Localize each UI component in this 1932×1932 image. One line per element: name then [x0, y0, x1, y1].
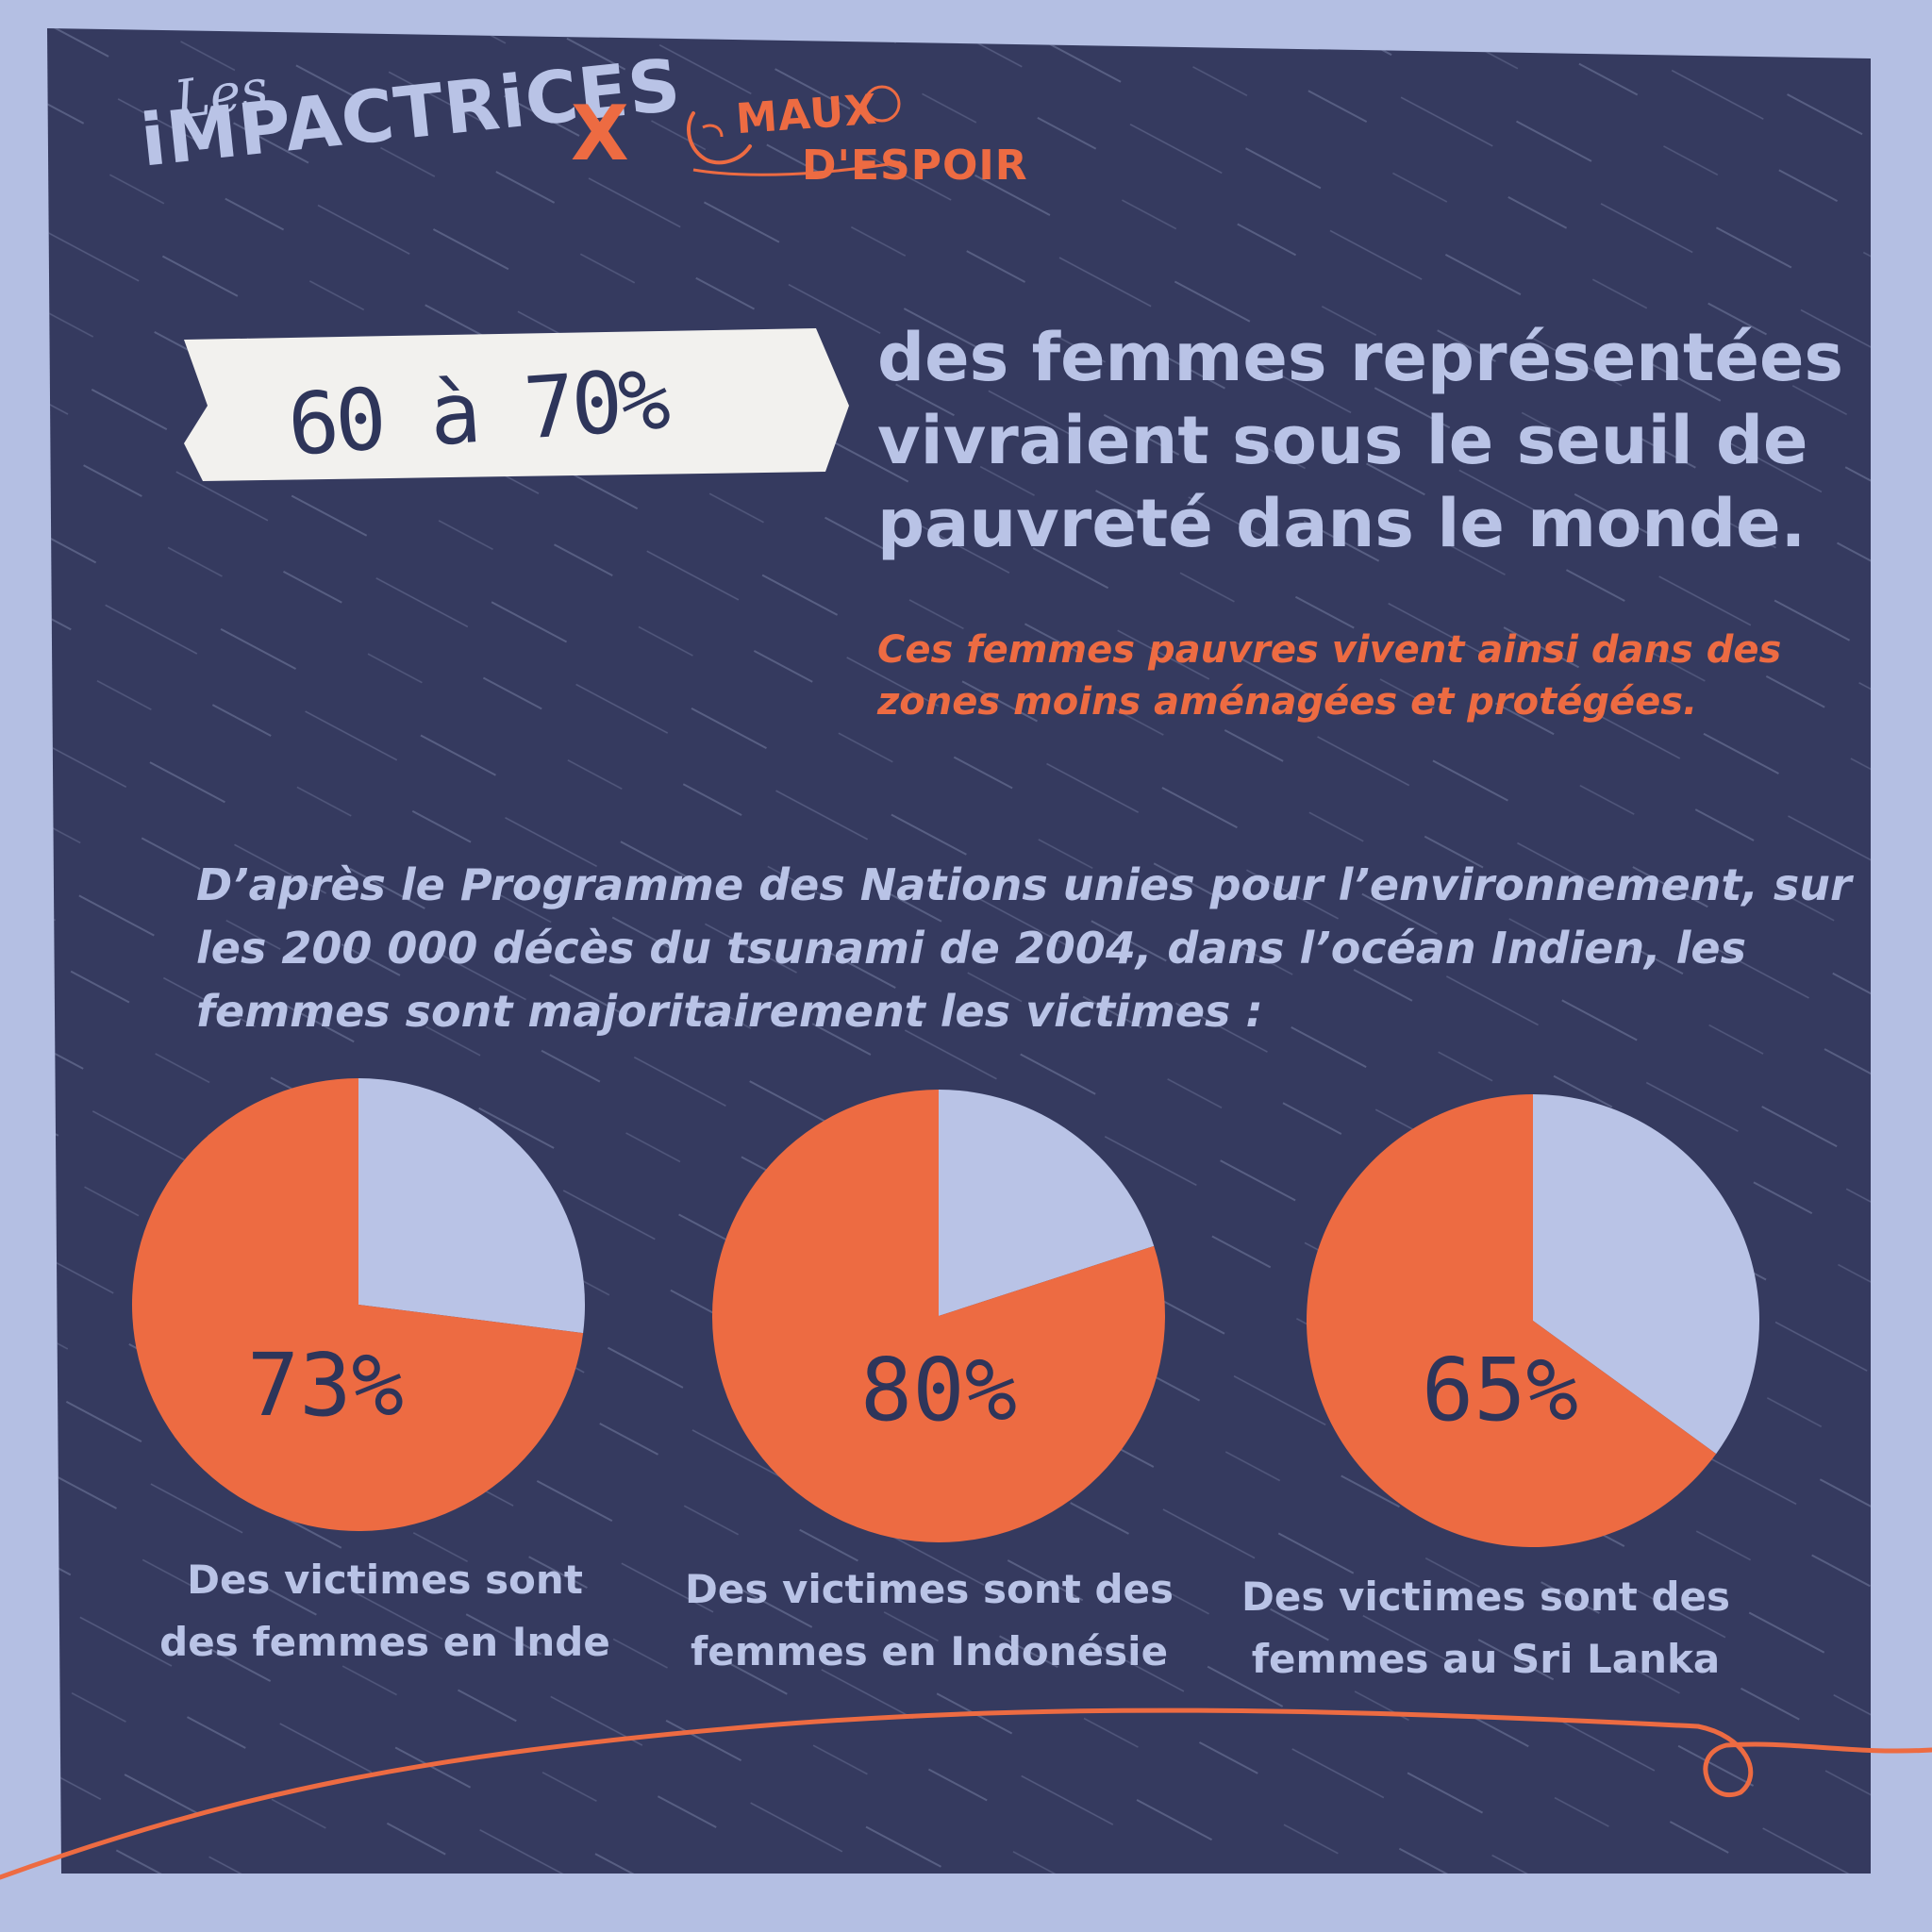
pie-caption-line: femmes en Indonésie	[690, 1628, 1169, 1674]
stat-subline: Ces femmes pauvres vivent ainsi dans des…	[877, 628, 1782, 724]
stat-headline: des femmes représentées vivraient sous l…	[877, 319, 1844, 562]
pie-slice-other	[939, 1090, 1155, 1316]
pie-caption-india: Des victimes sont des femmes en Inde	[140, 1549, 630, 1674]
pie-caption-line: Des victimes sont des	[1241, 1574, 1730, 1620]
pie-caption-sri-lanka: Des victimes sont des femmes au Sri Lank…	[1241, 1566, 1731, 1690]
pie-caption-indonesia: Des victimes sont des femmes en Indonési…	[684, 1558, 1174, 1683]
pie-slice-other	[1533, 1094, 1759, 1455]
intro-paragraph: D’après le Programme des Nations unies p…	[196, 859, 1852, 1037]
main-panel: Les iMPACTRiCES X MAUX D'ESPOIR 60 à 70%…	[42, 0, 1871, 1874]
pie-percentage-label: 65%	[1422, 1340, 1578, 1441]
pie-caption-line: femmes au Sri Lanka	[1251, 1636, 1721, 1682]
pie-percentage-label: 80%	[860, 1340, 1017, 1441]
pie-slice-women	[132, 1078, 584, 1531]
pie-slice-other	[358, 1078, 585, 1334]
pie-chart-indonesia: 80%	[712, 1090, 1165, 1542]
pie-percentage-label: 73%	[247, 1335, 404, 1436]
pie-caption-line: des femmes en Inde	[159, 1619, 610, 1665]
brush-stroke-highlight	[184, 328, 849, 481]
pie-chart-india: 73%	[132, 1078, 585, 1531]
maux-despoir-faces-icon	[687, 85, 902, 176]
logo-x-text: X	[571, 90, 629, 177]
logo-espoir-text: D'ESPOIR	[802, 142, 1028, 190]
pie-slice-women	[1307, 1094, 1717, 1547]
pie-caption-line: Des victimes sont	[187, 1557, 583, 1603]
pie-caption-line: Des victimes sont des	[685, 1566, 1174, 1612]
pie-chart-sri-lanka: 65%	[1307, 1094, 1759, 1547]
pie-slice-women	[712, 1090, 1165, 1542]
